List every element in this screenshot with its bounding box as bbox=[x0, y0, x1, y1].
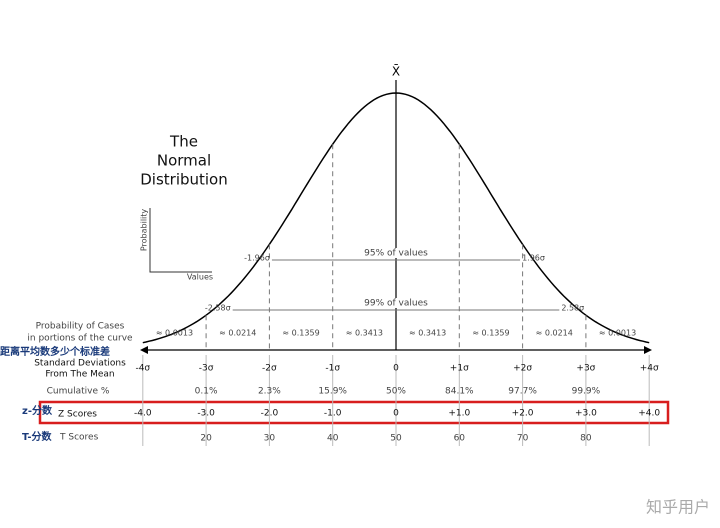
row-label: in portions of the curve bbox=[27, 334, 133, 344]
row-label: Probability of Cases bbox=[36, 322, 125, 332]
interval-label-bg bbox=[360, 298, 432, 308]
mini-axes bbox=[149, 208, 212, 273]
mini-x-label: Values bbox=[187, 273, 213, 282]
interval-right: 1.96σ bbox=[522, 254, 545, 263]
title-line: Normal bbox=[157, 152, 211, 170]
mean-symbol: X̄ bbox=[392, 64, 400, 78]
t-score: 70 bbox=[517, 434, 529, 444]
sigma-label: +3σ bbox=[576, 364, 595, 374]
cumulative: 97.7% bbox=[508, 387, 537, 397]
highlight-box bbox=[38, 400, 670, 425]
row-label: Standard Deviations bbox=[34, 359, 126, 369]
z-score: +3.0 bbox=[575, 409, 597, 419]
proportion: ≈ 0.1359 bbox=[282, 329, 319, 338]
sigma-label: -3σ bbox=[199, 364, 214, 374]
interval-label-bg bbox=[360, 248, 432, 258]
mini-y-label: Probability bbox=[140, 209, 149, 252]
cumulative: 50% bbox=[386, 387, 406, 397]
cumulative: 0.1% bbox=[195, 387, 218, 397]
interval-label: 95% of values bbox=[364, 249, 428, 259]
row-label: T Scores bbox=[59, 433, 99, 443]
proportion: ≈ 0.0214 bbox=[536, 329, 573, 338]
title-line: The bbox=[169, 133, 198, 151]
sigma-label: -2σ bbox=[262, 364, 277, 374]
z-score: +4.0 bbox=[638, 409, 660, 419]
proportion: ≈ 0.3413 bbox=[409, 329, 446, 338]
title-line: Distribution bbox=[140, 171, 228, 189]
cumulative: 2.3% bbox=[258, 387, 281, 397]
t-score: 30 bbox=[264, 434, 276, 444]
z-score: -2.0 bbox=[261, 409, 279, 419]
sigma-label: 0 bbox=[393, 364, 399, 374]
t-score: 80 bbox=[580, 434, 592, 444]
t-score: 20 bbox=[200, 434, 212, 444]
sigma-label: +4σ bbox=[640, 364, 659, 374]
row-label: Z Scores bbox=[58, 410, 97, 420]
z-score: -4.0 bbox=[134, 409, 152, 419]
t-score: 50 bbox=[390, 434, 402, 444]
sigma-label: -4σ bbox=[135, 364, 150, 374]
interval-label: 99% of values bbox=[364, 299, 428, 309]
cumulative: 84.1% bbox=[445, 387, 474, 397]
proportion: ≈ 0.1359 bbox=[472, 329, 509, 338]
z-score: 0 bbox=[393, 409, 399, 419]
sigma-label: -1σ bbox=[325, 364, 340, 374]
row-label: From The Mean bbox=[45, 370, 114, 380]
interval-left: -2.58σ bbox=[205, 304, 231, 313]
row-label-cn: z-分数 bbox=[22, 404, 53, 417]
z-score: +1.0 bbox=[448, 409, 470, 419]
row-label-cn: T-分数 bbox=[22, 430, 53, 443]
proportion: ≈ 0.0013 bbox=[156, 329, 193, 338]
row-label-cn: 距离平均数多少个标准差 bbox=[0, 345, 110, 358]
arrow-right bbox=[644, 346, 652, 354]
z-score: -1.0 bbox=[324, 409, 342, 419]
interval-left: -1.96σ bbox=[244, 254, 270, 263]
row-label: Cumulative % bbox=[47, 387, 110, 397]
z-score: +2.0 bbox=[512, 409, 534, 419]
proportion: ≈ 0.0013 bbox=[599, 329, 636, 338]
watermark: 知乎用户 bbox=[646, 498, 710, 517]
t-score: 60 bbox=[454, 434, 466, 444]
proportion: ≈ 0.3413 bbox=[346, 329, 383, 338]
z-score: -3.0 bbox=[197, 409, 215, 419]
bell-curve bbox=[142, 92, 650, 344]
sigma-label: +2σ bbox=[513, 364, 532, 374]
proportion: ≈ 0.0214 bbox=[219, 329, 256, 338]
cumulative: 15.9% bbox=[318, 387, 347, 397]
interval-right: 2.58σ bbox=[561, 304, 584, 313]
cumulative: 99.9% bbox=[572, 387, 601, 397]
sigma-label: +1σ bbox=[450, 364, 469, 374]
arrow-left bbox=[140, 346, 148, 354]
t-score: 40 bbox=[327, 434, 339, 444]
